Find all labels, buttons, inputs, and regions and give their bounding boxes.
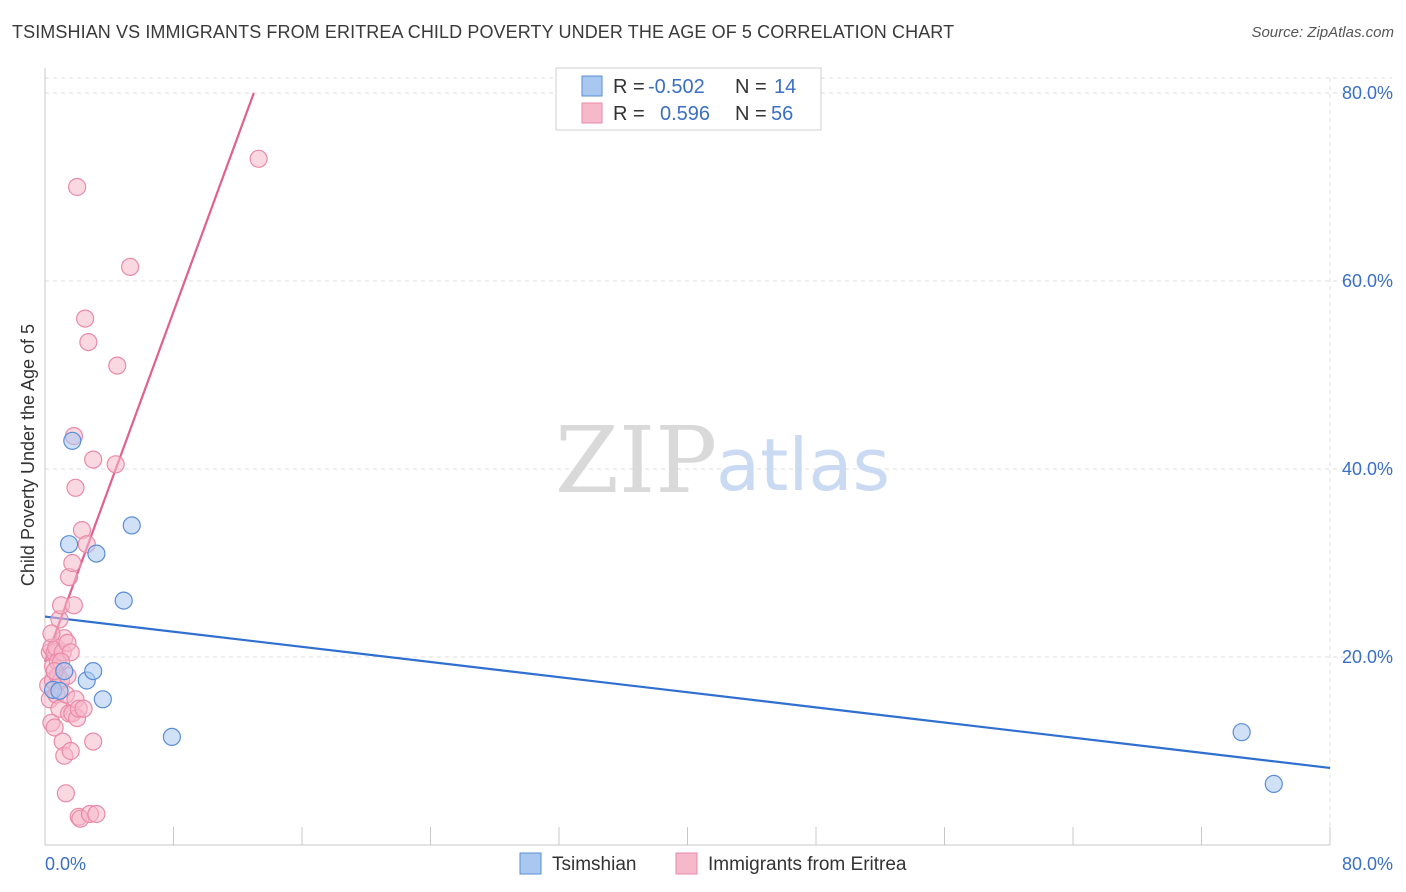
x-tick-label-start: 0.0% (45, 854, 86, 874)
legend-n-label-2: N = (735, 103, 767, 125)
trend-line-tsimshian (44, 615, 1331, 770)
point-eritrea (84, 450, 103, 469)
point-eritrea (108, 356, 127, 375)
legend-swatch-pink (581, 102, 603, 124)
x-tick-label-end: 80.0% (1342, 854, 1393, 874)
bottom-legend-swatch-eritrea (675, 852, 698, 875)
point-tsimshian (114, 591, 133, 610)
point-eritrea (66, 478, 85, 497)
legend-r-label-2: R = (613, 103, 645, 125)
tick-labels: 20.0% 40.0% 60.0% 80.0% 0.0% 80.0% (45, 83, 1393, 874)
y-tick-label: 40.0% (1342, 459, 1393, 479)
point-tsimshian (63, 431, 82, 450)
source-credit: Source: ZipAtlas.com (1251, 24, 1394, 41)
point-tsimshian (50, 681, 69, 700)
point-tsimshian (93, 690, 112, 709)
bottom-legend-label-eritrea: Immigrants from Eritrea (708, 854, 907, 875)
point-tsimshian (84, 661, 103, 681)
point-tsimshian (1232, 723, 1251, 742)
y-tick-label: 20.0% (1342, 647, 1393, 667)
point-tsimshian (59, 535, 79, 554)
watermark: ZIP atlas (555, 407, 890, 514)
point-eritrea (61, 741, 80, 761)
watermark-zip: ZIP (555, 407, 717, 514)
y-tick-label: 60.0% (1342, 271, 1393, 291)
legend-n-value-2: 56 (771, 103, 793, 125)
point-eritrea (42, 624, 61, 643)
legend-box: R = -0.502 N = 14 R = 0.596 N = 56 (555, 67, 822, 131)
point-tsimshian (122, 516, 141, 535)
y-axis-title: Child Poverty Under the Age of 5 (18, 324, 38, 586)
data-points (39, 149, 1283, 828)
point-eritrea (76, 309, 95, 328)
axes (44, 68, 1331, 846)
point-eritrea (64, 596, 84, 615)
point-tsimshian (55, 661, 74, 681)
point-eritrea (68, 177, 87, 197)
legend-r-value-2: 0.596 (660, 103, 710, 125)
point-eritrea (84, 732, 103, 751)
chart-title: TSIMSHIAN VS IMMIGRANTS FROM ERITREA CHI… (12, 22, 955, 42)
point-eritrea (45, 718, 64, 737)
point-tsimshian (162, 727, 181, 747)
y-tick-label: 80.0% (1342, 83, 1393, 103)
point-eritrea (249, 149, 268, 168)
point-eritrea (74, 699, 93, 718)
point-tsimshian (1264, 774, 1283, 794)
legend-n-label-1: N = (735, 76, 767, 98)
point-eritrea (63, 553, 82, 573)
point-tsimshian (87, 544, 106, 563)
point-eritrea (79, 333, 98, 352)
point-eritrea (121, 257, 140, 276)
legend-r-label-1: R = (613, 76, 645, 98)
point-eritrea (106, 455, 125, 474)
bottom-legend-label-tsimshian: Tsimshian (552, 854, 636, 875)
legend-swatch-blue (581, 75, 603, 97)
watermark-atlas: atlas (716, 423, 890, 507)
bottom-legend-swatch-tsimshian (519, 852, 542, 875)
legend-r-value-1: -0.502 (648, 76, 705, 98)
legend-n-value-1: 14 (774, 76, 796, 98)
point-eritrea (87, 804, 106, 824)
point-eritrea (56, 784, 75, 803)
bottom-legend: Tsimshian Immigrants from Eritrea (519, 852, 907, 875)
